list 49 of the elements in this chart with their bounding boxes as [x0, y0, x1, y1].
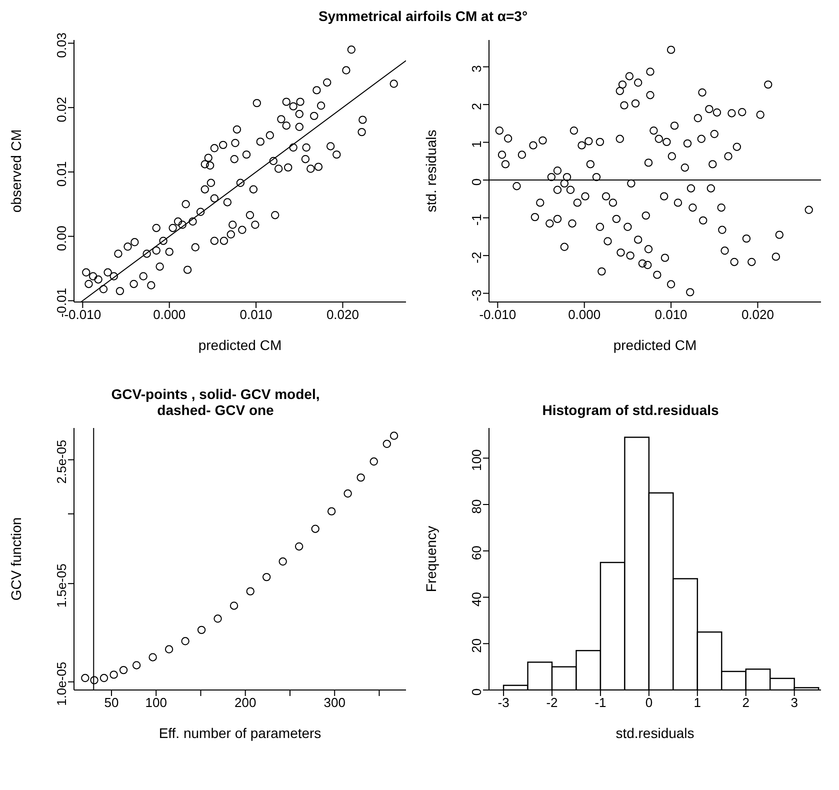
- x-tick-label: 0.000: [568, 307, 601, 322]
- x-tick-label: 0.010: [654, 307, 688, 322]
- x-tick-label: 0.010: [240, 307, 272, 322]
- chart-title: GCV-points , solid- GCV model, dashed- GCV one: [110, 386, 321, 418]
- y-tick-label: 1.0e-05: [54, 662, 69, 706]
- y-tick-label: 80: [469, 499, 484, 514]
- x-tick-label: 200: [234, 695, 256, 710]
- y-tick-label: 0.01: [54, 161, 69, 187]
- x-tick-label: -0.010: [479, 307, 516, 322]
- x-axis-title: std.residuals: [616, 725, 694, 741]
- y-tick-label: 0: [469, 688, 484, 696]
- y-tick-label: -3: [469, 290, 484, 302]
- x-tick-label: 300: [324, 695, 346, 710]
- y-axis-title: observed CM: [8, 129, 24, 213]
- chart-title: Symmetrical airfoils CM at α=3°: [317, 8, 529, 24]
- y-tick-label: 2: [469, 102, 484, 110]
- x-tick-label: 0.000: [153, 307, 186, 322]
- x-tick-label: 1: [694, 695, 702, 710]
- y-tick-label: 1.5e-05: [54, 564, 69, 608]
- x-tick-label: 0.020: [326, 307, 359, 322]
- y-tick-label: 3: [469, 65, 484, 72]
- y-tick-label: 2.5e-05: [54, 440, 69, 484]
- x-tick-label: 100: [145, 695, 167, 710]
- x-tick-label: 3: [790, 695, 798, 710]
- y-tick-label: 0.02: [54, 96, 69, 122]
- y-axis-title: std. residuals: [422, 130, 439, 212]
- x-axis-title: predicted CM: [198, 337, 282, 353]
- x-tick-label: 0: [645, 695, 653, 710]
- x-axis-title: Eff. number of parameters: [158, 725, 322, 741]
- x-tick-label: -1: [594, 695, 606, 710]
- y-tick-label: 0: [469, 178, 484, 186]
- x-tick-label: -3: [498, 695, 510, 710]
- x-axis-title: predicted CM: [613, 337, 697, 353]
- y-tick-label: -1: [469, 214, 484, 226]
- x-tick-label: 50: [104, 695, 119, 710]
- y-tick-label: 20: [469, 638, 484, 653]
- y-tick-label: 40: [469, 592, 484, 606]
- y-tick-label: 1: [469, 140, 484, 148]
- y-axis-title: Frequency: [422, 526, 439, 592]
- y-tick-label: 100: [469, 449, 484, 471]
- y-axis-title: GCV function: [8, 517, 24, 601]
- chart-title: Histogram of std.residuals: [541, 402, 720, 418]
- y-tick-label: -2: [469, 252, 484, 264]
- y-tick-label: 60: [469, 546, 484, 560]
- y-tick-label: 0.00: [54, 226, 69, 251]
- x-tick-label: 2: [742, 695, 750, 710]
- x-tick-label: 0.020: [741, 307, 774, 322]
- x-tick-label: -2: [546, 695, 558, 710]
- y-tick-label: 0.03: [54, 32, 69, 58]
